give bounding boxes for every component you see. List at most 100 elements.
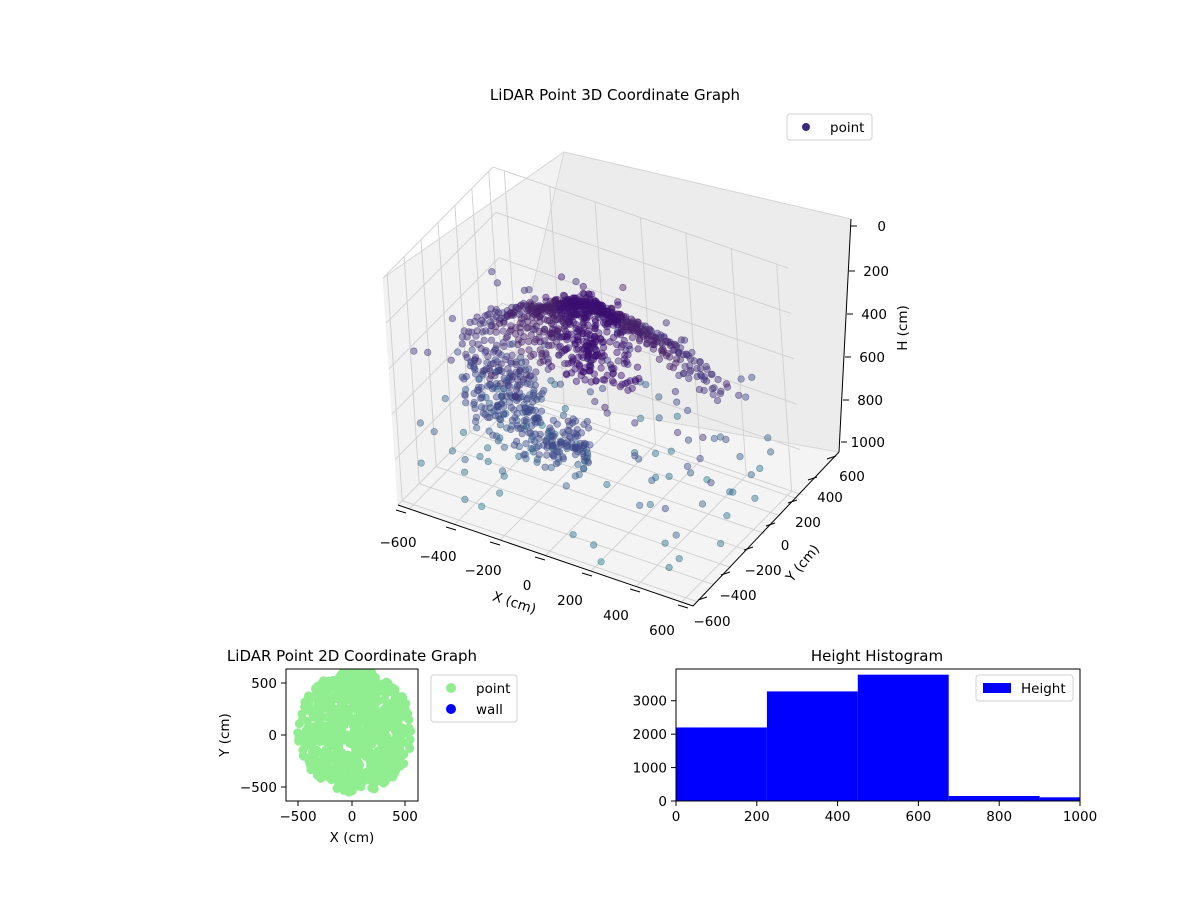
point-marker	[486, 380, 494, 389]
point-marker	[554, 325, 563, 333]
point-marker	[357, 693, 367, 703]
point-marker	[469, 339, 477, 347]
pane-edges	[382, 151, 852, 506]
point-marker	[538, 390, 546, 398]
point-marker	[479, 328, 487, 336]
point-marker	[473, 327, 481, 335]
point-marker	[670, 340, 679, 348]
point-marker	[487, 336, 496, 344]
point-marker	[367, 783, 377, 793]
point-marker	[581, 301, 590, 309]
point-marker	[634, 318, 642, 326]
point-marker	[650, 341, 658, 349]
y-tick-label: 200	[795, 515, 821, 531]
point-marker	[609, 334, 618, 342]
point-marker	[498, 367, 506, 376]
point-marker	[648, 341, 657, 349]
point-marker	[620, 337, 628, 345]
legend-label: point	[830, 120, 864, 136]
point-marker	[580, 420, 588, 429]
point-marker	[693, 364, 701, 373]
plot-frame	[675, 668, 1081, 802]
point-marker	[672, 531, 680, 539]
point-marker	[556, 380, 565, 388]
point-marker	[516, 366, 525, 375]
histogram: Height Histogram 0 200 400 600 800 1000 0 1000…	[633, 647, 1098, 825]
point-marker	[681, 362, 689, 371]
point-marker	[520, 375, 528, 383]
z-axis-3d: 0 200 400 600 800 1000 H (cm)	[841, 219, 911, 451]
point-marker	[458, 373, 466, 381]
point-marker	[514, 424, 522, 432]
point-marker	[581, 364, 589, 372]
point-marker	[471, 404, 479, 413]
point-marker	[710, 434, 718, 443]
y-tick-label: −600	[693, 614, 730, 630]
point-marker	[448, 447, 457, 455]
point-marker	[557, 438, 566, 446]
point-marker	[614, 357, 622, 365]
point-marker	[608, 377, 617, 385]
point-marker	[512, 368, 521, 376]
point-marker	[493, 393, 501, 401]
point-marker	[714, 376, 722, 384]
point-marker	[533, 443, 541, 452]
point-marker	[646, 500, 654, 509]
point-marker	[604, 320, 612, 328]
point-marker	[475, 375, 483, 383]
point-marker	[649, 345, 658, 353]
point-marker	[537, 407, 546, 415]
points-2d	[293, 669, 416, 797]
point-marker	[370, 717, 380, 726]
point-marker	[572, 278, 580, 286]
point-marker	[486, 404, 494, 412]
point-marker	[543, 451, 551, 459]
point-marker	[530, 338, 539, 346]
point-marker	[355, 761, 365, 770]
point-marker	[339, 759, 349, 769]
histogram-bar	[857, 674, 949, 801]
point-marker	[548, 325, 557, 333]
point-marker	[468, 346, 476, 354]
point-marker	[598, 306, 607, 314]
point-marker	[675, 555, 683, 563]
point-marker	[365, 774, 375, 784]
point-marker	[560, 325, 568, 333]
point-marker	[643, 336, 652, 344]
point-marker	[372, 761, 382, 771]
point-marker	[514, 341, 522, 349]
point-marker	[517, 348, 525, 356]
point-marker	[577, 367, 585, 375]
point-marker	[561, 345, 570, 354]
point-marker	[579, 345, 587, 353]
y-tick-label: −500	[240, 780, 277, 796]
point-marker	[621, 351, 629, 359]
point-marker	[635, 337, 644, 345]
histogram-bar	[676, 727, 767, 801]
point-marker	[476, 320, 485, 328]
point-marker	[562, 482, 570, 490]
point-marker	[684, 436, 693, 444]
point-marker	[616, 383, 624, 391]
x-tick-label: −600	[379, 535, 416, 551]
point-marker	[588, 339, 596, 348]
point-marker	[698, 500, 707, 508]
point-marker	[508, 351, 516, 359]
point-marker	[619, 340, 627, 349]
point-marker	[488, 268, 496, 276]
x-axis-hist: 0 200 400 600 800 1000	[672, 801, 1097, 825]
y-tick-label: 1000	[633, 761, 667, 777]
point-marker	[511, 392, 519, 400]
point-marker	[527, 352, 535, 360]
point-marker	[356, 772, 366, 782]
point-marker	[370, 708, 380, 718]
point-marker	[353, 725, 363, 735]
chart-3d-title: LiDAR Point 3D Coordinate Graph	[490, 86, 740, 104]
point-marker	[592, 346, 601, 354]
x-tick-label: −500	[279, 809, 316, 825]
point-marker	[461, 391, 469, 400]
point-marker	[518, 430, 526, 438]
point-marker	[619, 283, 627, 292]
point-marker	[339, 669, 349, 676]
point-marker	[722, 435, 730, 444]
